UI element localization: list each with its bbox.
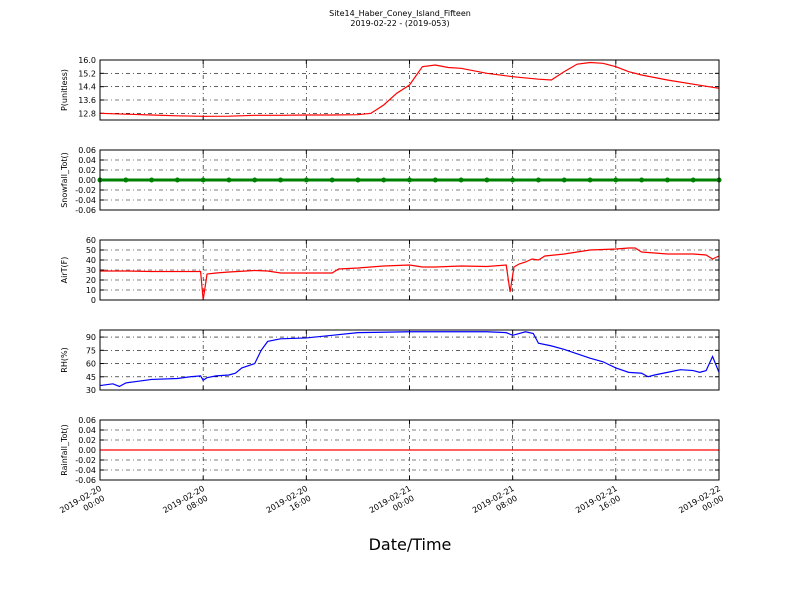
data-point: [123, 177, 129, 183]
plot-frame: [99, 149, 720, 211]
plot-frame: [99, 419, 720, 481]
x-tick-label: 2019-02-2100:00: [368, 484, 418, 524]
data-point: [561, 177, 567, 183]
data-point: [510, 177, 516, 183]
data-line: [100, 247, 720, 301]
y-tick-label: -0.06: [75, 476, 96, 485]
y-tick-label: -0.02: [75, 456, 96, 465]
y-tick-label: -0.02: [75, 186, 96, 195]
x-axis-label: Date/Time: [369, 535, 452, 554]
y-tick-label: 15.2: [78, 69, 96, 78]
x-tick-label: 2019-02-2200:00: [677, 484, 727, 524]
data-point: [278, 177, 284, 183]
y-tick-label: 0.02: [78, 436, 96, 445]
y-tick-label: 10: [86, 286, 96, 295]
y-tick-label: 30: [86, 266, 96, 275]
y-axis-label: Rainfall_Tot(): [60, 424, 69, 476]
data-line: [99, 61, 720, 117]
y-tick-label: 50: [86, 246, 96, 255]
y-tick-label: 20: [86, 276, 96, 285]
data-point: [200, 177, 206, 183]
data-point: [613, 177, 619, 183]
y-tick-label: 60: [86, 236, 96, 245]
y-tick-label: 0.02: [78, 166, 96, 175]
y-tick-label: 0.06: [78, 416, 96, 425]
plot-frame: [99, 59, 720, 121]
chart-title: Site14_Haber_Coney_Island_Fifteen: [329, 9, 471, 18]
y-tick-label: -0.06: [75, 206, 96, 215]
data-line: [99, 331, 720, 388]
y-tick-label: 0.00: [78, 446, 96, 455]
y-tick-label: 60: [86, 360, 96, 369]
data-point: [226, 177, 232, 183]
x-tick-label: 2019-02-2108:00: [471, 484, 521, 524]
data-point: [174, 177, 180, 183]
data-point: [252, 177, 258, 183]
data-point: [664, 177, 670, 183]
y-tick-label: 75: [86, 346, 96, 355]
data-point: [484, 177, 490, 183]
y-tick-label: 0.06: [78, 146, 96, 155]
data-point: [303, 177, 309, 183]
data-point: [149, 177, 155, 183]
data-point: [458, 177, 464, 183]
plot-frame: [99, 239, 720, 301]
x-tick-label: 2019-02-2116:00: [574, 484, 624, 524]
y-tick-label: 40: [86, 256, 96, 265]
y-tick-label: 45: [86, 373, 96, 382]
data-point: [432, 177, 438, 183]
y-axis-label: Snowfall_Tot(): [60, 152, 69, 208]
y-tick-label: 12.8: [78, 109, 96, 118]
y-axis-label: RH(%): [60, 347, 69, 372]
y-tick-label: 0: [91, 296, 96, 305]
y-tick-label: 90: [86, 333, 96, 342]
y-axis-label: AirT(F): [60, 257, 69, 284]
x-tick-label: 2019-02-2000:00: [58, 484, 108, 524]
plot-frame: [99, 329, 720, 391]
y-tick-label: -0.04: [75, 466, 96, 475]
y-tick-label: 13.6: [78, 96, 96, 105]
y-tick-label: 0.04: [78, 426, 96, 435]
data-point: [535, 177, 541, 183]
y-tick-label: 16.0: [78, 56, 96, 65]
y-tick-label: 0.04: [78, 156, 96, 165]
data-point: [690, 177, 696, 183]
data-point: [329, 177, 335, 183]
y-tick-label: 30: [86, 386, 96, 395]
y-tick-label: 0.00: [78, 176, 96, 185]
data-point: [587, 177, 593, 183]
y-tick-label: 14.4: [78, 83, 96, 92]
data-point: [381, 177, 387, 183]
chart-subtitle: 2019-02-22 - (2019-053): [350, 19, 449, 28]
data-point: [355, 177, 361, 183]
y-axis-label: P(unitless): [60, 69, 69, 111]
x-tick-label: 2019-02-2008:00: [161, 484, 211, 524]
data-point: [407, 177, 412, 183]
x-tick-label: 2019-02-2016:00: [265, 484, 315, 524]
y-tick-label: -0.04: [75, 196, 96, 205]
data-point: [639, 177, 645, 183]
